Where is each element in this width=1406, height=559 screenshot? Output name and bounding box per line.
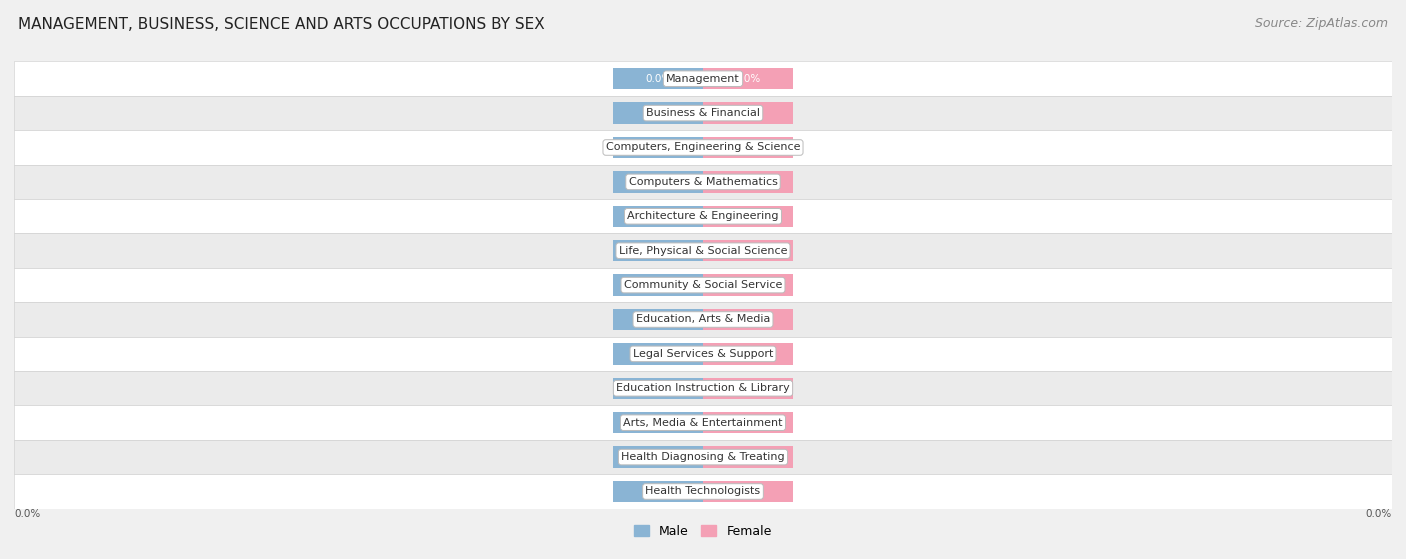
Text: 0.0%: 0.0% [735, 315, 761, 324]
Bar [703, 481, 793, 502]
Bar [613, 68, 703, 89]
Text: Computers & Mathematics: Computers & Mathematics [628, 177, 778, 187]
Bar [14, 337, 1392, 371]
Bar [703, 274, 793, 296]
Bar [613, 343, 703, 364]
Text: 0.0%: 0.0% [645, 108, 671, 118]
Text: 0.0%: 0.0% [735, 383, 761, 394]
Text: Architecture & Engineering: Architecture & Engineering [627, 211, 779, 221]
Text: 0.0%: 0.0% [645, 486, 671, 496]
Text: Health Diagnosing & Treating: Health Diagnosing & Treating [621, 452, 785, 462]
Text: 0.0%: 0.0% [14, 509, 41, 519]
Bar [14, 96, 1392, 130]
Bar [613, 206, 703, 227]
Bar [703, 137, 793, 158]
Text: 0.0%: 0.0% [735, 349, 761, 359]
Text: 0.0%: 0.0% [735, 280, 761, 290]
Bar [703, 378, 793, 399]
Text: 0.0%: 0.0% [645, 246, 671, 255]
Bar [613, 171, 703, 192]
Text: Arts, Media & Entertainment: Arts, Media & Entertainment [623, 418, 783, 428]
Bar [703, 102, 793, 124]
Text: 0.0%: 0.0% [645, 211, 671, 221]
Legend: Male, Female: Male, Female [630, 520, 776, 543]
Bar [613, 309, 703, 330]
Text: Health Technologists: Health Technologists [645, 486, 761, 496]
Text: 0.0%: 0.0% [645, 349, 671, 359]
Bar [613, 378, 703, 399]
Text: 0.0%: 0.0% [645, 315, 671, 324]
Bar [703, 240, 793, 262]
Text: Legal Services & Support: Legal Services & Support [633, 349, 773, 359]
Text: 0.0%: 0.0% [735, 143, 761, 153]
Bar [703, 447, 793, 468]
Bar [703, 68, 793, 89]
Text: 0.0%: 0.0% [645, 383, 671, 394]
Text: 0.0%: 0.0% [645, 452, 671, 462]
Bar [14, 61, 1392, 96]
Bar [703, 171, 793, 192]
Bar [14, 268, 1392, 302]
Text: 0.0%: 0.0% [735, 108, 761, 118]
Bar [14, 234, 1392, 268]
Bar [14, 302, 1392, 337]
Bar [613, 447, 703, 468]
Text: 0.0%: 0.0% [735, 452, 761, 462]
Text: 0.0%: 0.0% [735, 486, 761, 496]
Text: Source: ZipAtlas.com: Source: ZipAtlas.com [1254, 17, 1388, 30]
Text: 0.0%: 0.0% [645, 74, 671, 84]
Bar [14, 405, 1392, 440]
Bar [703, 412, 793, 433]
Text: MANAGEMENT, BUSINESS, SCIENCE AND ARTS OCCUPATIONS BY SEX: MANAGEMENT, BUSINESS, SCIENCE AND ARTS O… [18, 17, 546, 32]
Bar [613, 240, 703, 262]
Bar [14, 199, 1392, 234]
Bar [703, 309, 793, 330]
Bar [613, 137, 703, 158]
Text: 0.0%: 0.0% [645, 177, 671, 187]
Text: 0.0%: 0.0% [735, 74, 761, 84]
Bar [703, 343, 793, 364]
Text: 0.0%: 0.0% [735, 418, 761, 428]
Text: Community & Social Service: Community & Social Service [624, 280, 782, 290]
Bar [14, 165, 1392, 199]
Text: Education, Arts & Media: Education, Arts & Media [636, 315, 770, 324]
Text: 0.0%: 0.0% [735, 246, 761, 255]
Bar [613, 412, 703, 433]
Text: Computers, Engineering & Science: Computers, Engineering & Science [606, 143, 800, 153]
Bar [14, 440, 1392, 474]
Text: 0.0%: 0.0% [735, 177, 761, 187]
Text: Education Instruction & Library: Education Instruction & Library [616, 383, 790, 394]
Text: 0.0%: 0.0% [645, 280, 671, 290]
Text: 0.0%: 0.0% [645, 418, 671, 428]
Bar [613, 274, 703, 296]
Bar [14, 130, 1392, 165]
Text: 0.0%: 0.0% [735, 211, 761, 221]
Bar [14, 371, 1392, 405]
Text: Business & Financial: Business & Financial [645, 108, 761, 118]
Bar [613, 481, 703, 502]
Bar [613, 102, 703, 124]
Text: Life, Physical & Social Science: Life, Physical & Social Science [619, 246, 787, 255]
Text: Management: Management [666, 74, 740, 84]
Bar [703, 206, 793, 227]
Text: 0.0%: 0.0% [1365, 509, 1392, 519]
Bar [14, 474, 1392, 509]
Text: 0.0%: 0.0% [645, 143, 671, 153]
